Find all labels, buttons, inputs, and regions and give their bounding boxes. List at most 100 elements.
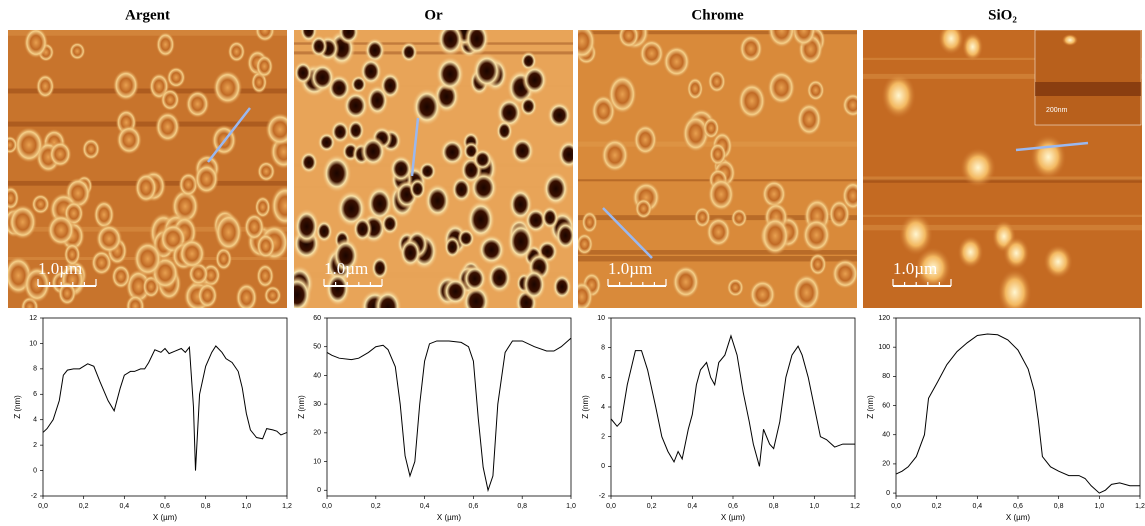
feature (35, 74, 55, 99)
y-tick-label: 4 (601, 404, 605, 411)
feature (317, 132, 336, 153)
x-tick-label: 0,0 (322, 503, 332, 510)
line (610, 334, 855, 467)
afm-image: 1.0µm (578, 30, 857, 308)
x-tick-label: 0,2 (647, 503, 657, 510)
feature (510, 137, 535, 165)
y-tick-label: 20 (313, 430, 321, 437)
feature (309, 63, 336, 93)
x-tick-label: 0,0 (38, 503, 48, 510)
x-tick-label: 0,0 (606, 503, 616, 510)
feature (767, 30, 796, 48)
feature (682, 114, 710, 153)
x-tick-label: 1,0 (1094, 503, 1104, 510)
chart-title: Chrome (691, 7, 744, 23)
feature (360, 135, 387, 167)
feature (8, 204, 38, 240)
feature (116, 125, 142, 155)
feature (330, 120, 350, 144)
x-tick-label: 0,4 (420, 503, 430, 510)
x-axis-label: X (µm) (437, 513, 461, 522)
inset (1034, 29, 1142, 126)
y-tick-label: 2 (33, 442, 37, 449)
feature (915, 247, 952, 289)
feature (352, 216, 373, 242)
feature (343, 91, 369, 121)
feature (938, 30, 964, 55)
feature (111, 264, 131, 289)
x-tick-label: 0,2 (79, 503, 89, 510)
x-tick-label: 0,6 (160, 503, 170, 510)
feature (255, 54, 274, 78)
feature (185, 90, 210, 118)
feature (472, 53, 502, 89)
feature (957, 235, 984, 269)
feature (960, 147, 996, 188)
afm-texture (294, 30, 573, 308)
feature (254, 196, 271, 219)
y-axis-label: Z (nm) (866, 395, 875, 419)
feature (519, 95, 538, 117)
feature (633, 124, 658, 156)
x-axis-label: X (µm) (721, 513, 745, 522)
feature (263, 285, 282, 306)
y-tick-label: -2 (31, 493, 37, 500)
scan-line (863, 176, 1142, 181)
feature (508, 188, 533, 221)
x-tick-label: 0,6 (728, 503, 738, 510)
feature (462, 264, 487, 293)
scan-line (863, 214, 1142, 218)
feature (552, 274, 572, 300)
feature (315, 220, 333, 243)
feature (243, 213, 265, 241)
scan-line (8, 30, 287, 36)
x-tick-label: 0,6 (1013, 503, 1023, 510)
feature (672, 265, 700, 299)
feature (294, 61, 313, 85)
feature (48, 141, 72, 168)
feature (93, 200, 115, 230)
feature (557, 140, 573, 169)
feature (962, 32, 984, 62)
y-tick-label: 2 (601, 434, 605, 441)
y-tick-label: -2 (599, 493, 605, 500)
feature (332, 238, 360, 274)
feature (227, 40, 246, 63)
feature (364, 37, 386, 63)
feature (69, 42, 86, 61)
x-tick-label: 0,8 (1054, 503, 1064, 510)
x-tick-label: 1,2 (850, 503, 860, 510)
chart-title: Or (424, 7, 443, 23)
feature (90, 250, 113, 276)
feature (63, 242, 81, 267)
feature (477, 234, 506, 266)
feature (337, 30, 360, 45)
x-tick-label: 0,8 (517, 503, 527, 510)
feature (112, 69, 140, 101)
feature (310, 35, 328, 58)
y-tick-label: 8 (33, 366, 37, 373)
feature (47, 214, 76, 247)
x-tick-label: 0,8 (201, 503, 211, 510)
feature (581, 211, 598, 234)
feature (739, 34, 763, 64)
feature (160, 88, 180, 111)
inset-scale-label: 200nm (1046, 107, 1068, 114)
feature (737, 82, 767, 120)
feature (806, 79, 825, 102)
feature (726, 278, 744, 298)
line (42, 345, 288, 471)
feature (702, 117, 720, 140)
scan-line (8, 121, 287, 127)
plot-frame (895, 317, 1141, 497)
x-tick-label: 1,2 (1135, 503, 1145, 510)
x-tick-label: 1,0 (241, 503, 251, 510)
feature (125, 269, 152, 304)
y-tick-label: 100 (878, 344, 890, 351)
scan-line (578, 30, 857, 35)
afm-texture (578, 30, 857, 308)
scan-line (578, 250, 857, 255)
scan-line (294, 51, 573, 55)
y-axis-label: Z (nm) (297, 395, 306, 419)
